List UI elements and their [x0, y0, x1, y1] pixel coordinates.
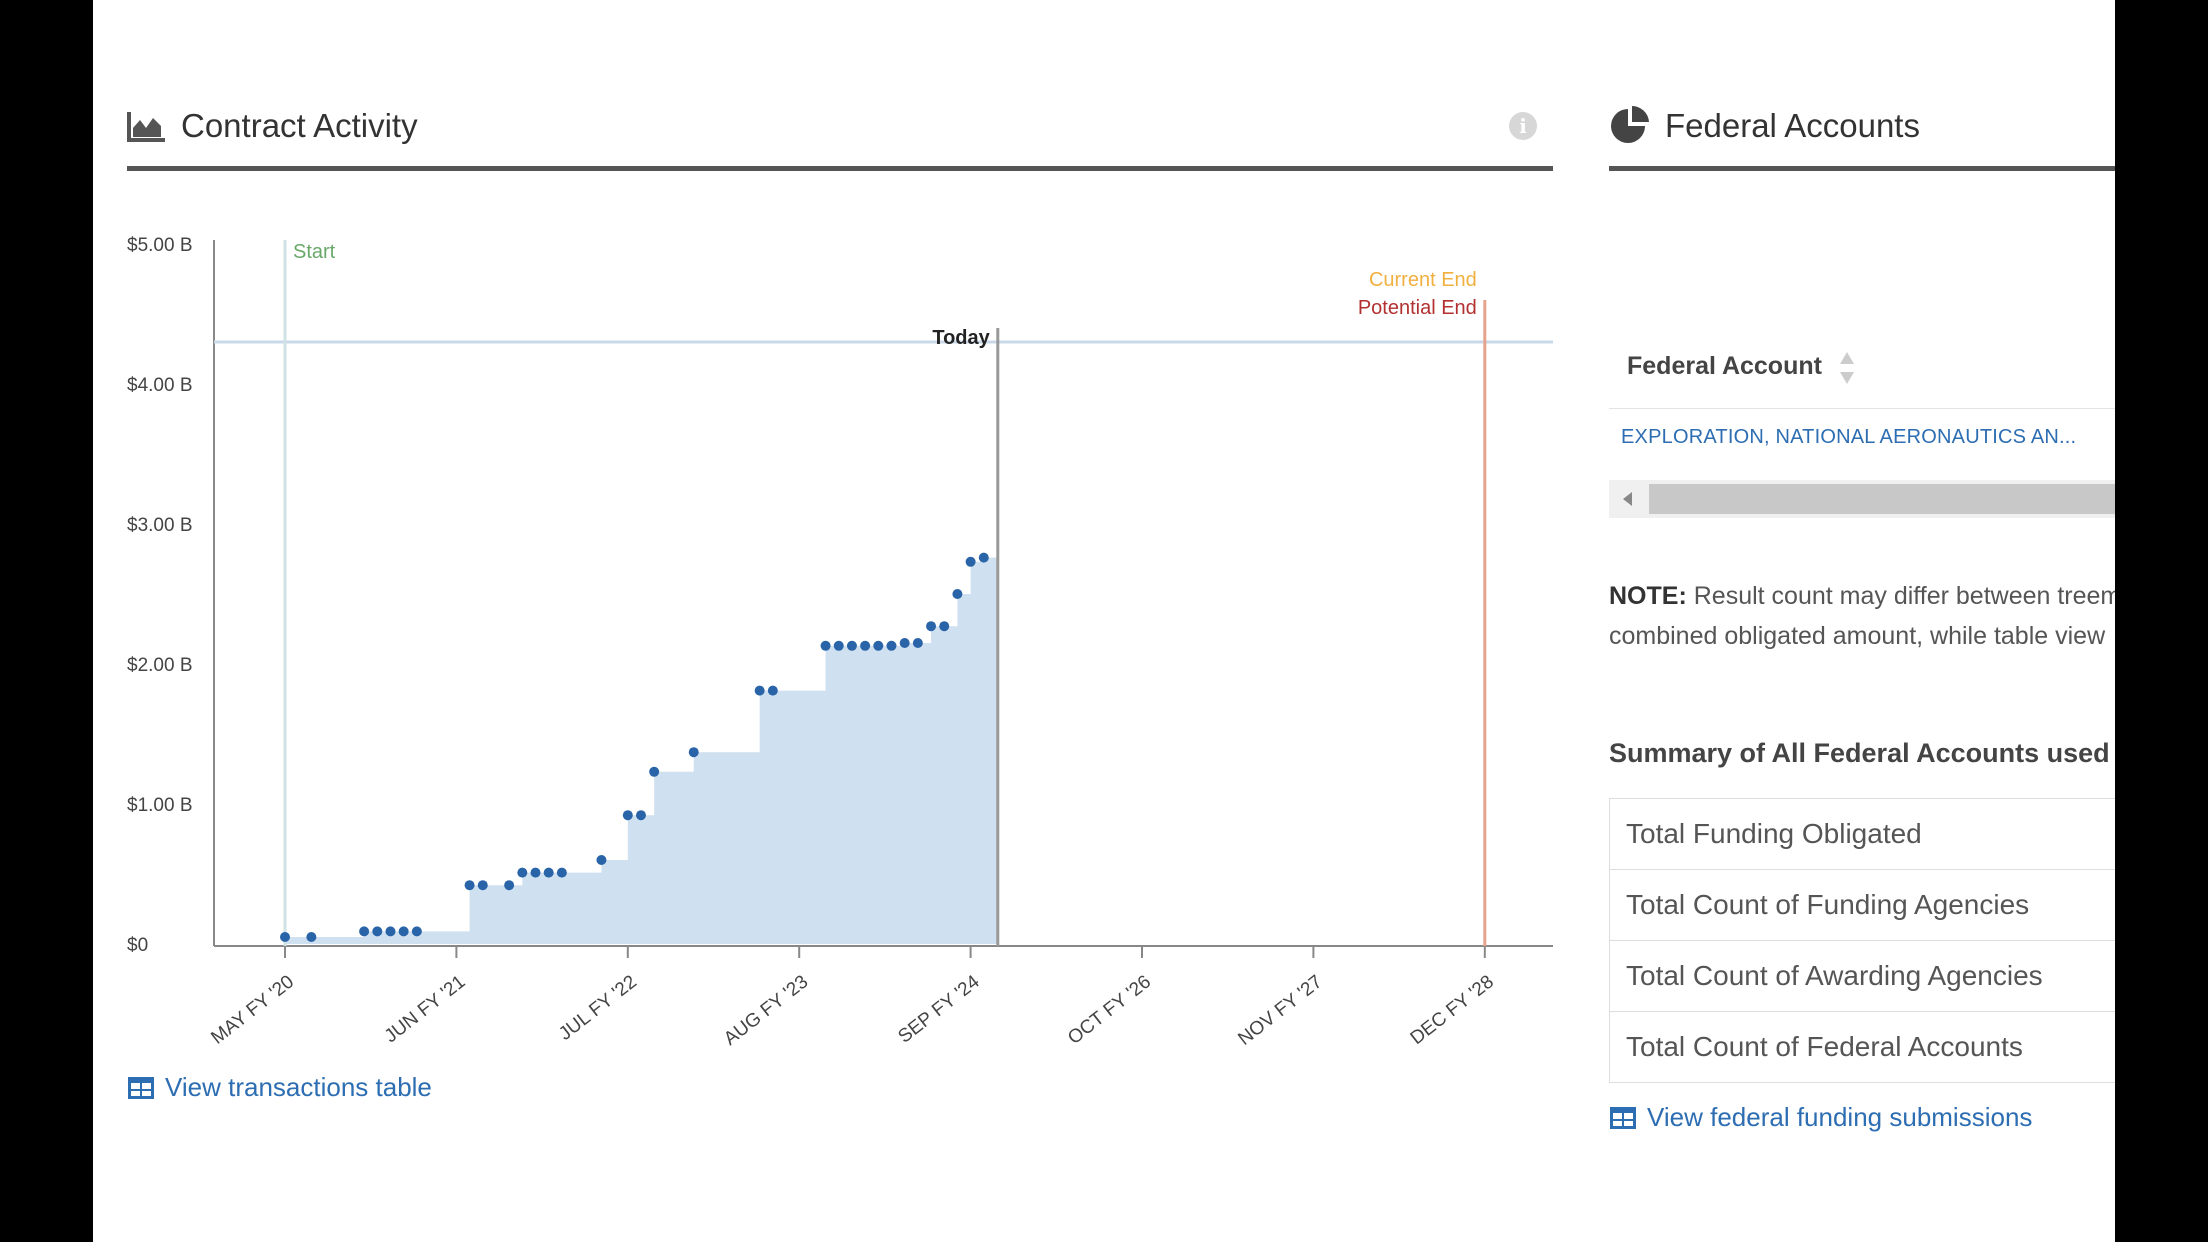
column-header-federal-account[interactable]: Federal Account	[1627, 352, 1822, 380]
x-tick-label: DEC FY '28	[1407, 971, 1498, 1049]
summary-row-federal-accounts: Total Count of Federal Accounts	[1626, 1031, 2023, 1062]
summary-row-funding-agencies: Total Count of Funding Agencies	[1610, 870, 2115, 941]
y-tick-label: $1.00 B	[127, 795, 193, 816]
contract-activity-header: Contract Activity i	[127, 86, 1553, 171]
info-icon[interactable]: i	[1509, 112, 1537, 140]
y-tick-label: $0	[127, 935, 148, 956]
data-point	[873, 640, 884, 651]
x-tick-label: JUN FY '21	[381, 971, 470, 1047]
table-icon	[1610, 1106, 1636, 1129]
y-tick-label: $5.00 B	[127, 235, 193, 256]
data-point	[912, 638, 923, 648]
data-point	[767, 685, 778, 696]
federal-accounts-table-header: Federal Account Co	[1609, 328, 2115, 409]
y-tick-label: $4.00 B	[127, 375, 193, 396]
y-tick-label: $2.00 B	[127, 655, 193, 676]
data-point	[978, 552, 989, 563]
horizontal-scrollbar[interactable]	[1609, 480, 2115, 518]
contract-activity-title: Contract Activity	[181, 107, 418, 144]
area-chart-icon	[127, 112, 165, 142]
data-point	[754, 685, 765, 696]
data-point	[385, 926, 396, 937]
federal-accounts-header: Federal Accounts	[1609, 86, 2115, 171]
federal-account-link[interactable]: EXPLORATION, NATIONAL AERONAUTICS AN...	[1621, 426, 2077, 448]
view-transactions-table-link[interactable]: View transactions table	[127, 1072, 432, 1103]
data-point	[635, 810, 646, 821]
today-label: Today	[932, 327, 990, 349]
summary-table: Total Funding Obligated Total Count of F…	[1609, 798, 2115, 1083]
page: Contract Activity i $5.00 B $4.00 B $3.00 …	[93, 0, 2115, 1242]
view-federal-funding-submissions-link[interactable]: View federal funding submissions	[1609, 1102, 2032, 1133]
pie-chart-icon	[1611, 105, 1649, 143]
data-point	[359, 926, 370, 937]
data-point	[952, 589, 963, 599]
contract-activity-chart: $5.00 B $4.00 B $3.00 B $2.00 B $1.00 B $0 MA…	[127, 235, 1553, 1050]
data-point	[464, 880, 475, 891]
data-point	[530, 867, 541, 878]
x-tick-label: NOV FY '27	[1234, 971, 1326, 1049]
scrollbar-thumb[interactable]	[1649, 484, 2115, 514]
x-tick-label: MAY FY '20	[207, 971, 298, 1048]
data-point	[649, 766, 660, 777]
data-point	[517, 867, 528, 878]
scroll-left-arrow-icon[interactable]	[1609, 480, 1647, 518]
view-transactions-table-label: View transactions table	[165, 1072, 432, 1102]
data-point	[596, 855, 607, 865]
data-point	[622, 810, 633, 821]
data-point	[860, 640, 871, 651]
data-point	[398, 926, 409, 937]
summary-row-awarding-agencies: Total Count of Awarding Agencies	[1610, 941, 2115, 1012]
x-tick-label: OCT FY '26	[1064, 971, 1155, 1049]
data-point	[556, 867, 567, 878]
data-point	[688, 747, 699, 758]
x-tick-label: JUL FY '22	[555, 971, 641, 1044]
summary-row-total-funding-obligated: Total Funding Obligated	[1610, 799, 2115, 870]
x-tick-label: AUG FY '23	[720, 971, 812, 1049]
summary-title: Summary of All Federal Accounts used	[1609, 738, 2110, 768]
y-tick-label: $3.00 B	[127, 515, 193, 536]
data-point	[477, 880, 488, 891]
data-point	[372, 926, 383, 937]
data-point	[411, 926, 422, 937]
data-point	[899, 638, 910, 648]
note-text-line1: Result count may differ between treem	[1693, 582, 2115, 610]
sort-icon[interactable]	[1839, 350, 1855, 386]
data-point	[504, 880, 515, 891]
x-tick-label: SEP FY '24	[894, 971, 984, 1047]
note-text-line2: combined obligated amount, while table v…	[1609, 622, 2106, 650]
federal-accounts-title: Federal Accounts	[1665, 107, 1920, 144]
data-point	[846, 640, 857, 651]
start-label: Start	[293, 241, 336, 263]
data-point	[543, 867, 554, 878]
data-point	[926, 621, 937, 632]
result-count-note: NOTE: Result count may differ between tr…	[1609, 576, 2115, 656]
view-federal-funding-submissions-label: View federal funding submissions	[1647, 1102, 2033, 1132]
data-point	[939, 621, 950, 632]
potential-end-label: Potential End	[1358, 297, 1477, 319]
table-icon	[128, 1076, 154, 1099]
data-point	[306, 932, 317, 942]
data-point	[886, 640, 897, 651]
data-point	[965, 556, 976, 567]
obligation-area	[285, 557, 998, 944]
note-label: NOTE:	[1609, 582, 1687, 610]
data-point	[280, 932, 290, 942]
current-end-label: Current End	[1369, 269, 1477, 291]
data-point	[833, 640, 844, 651]
data-point	[820, 640, 831, 651]
